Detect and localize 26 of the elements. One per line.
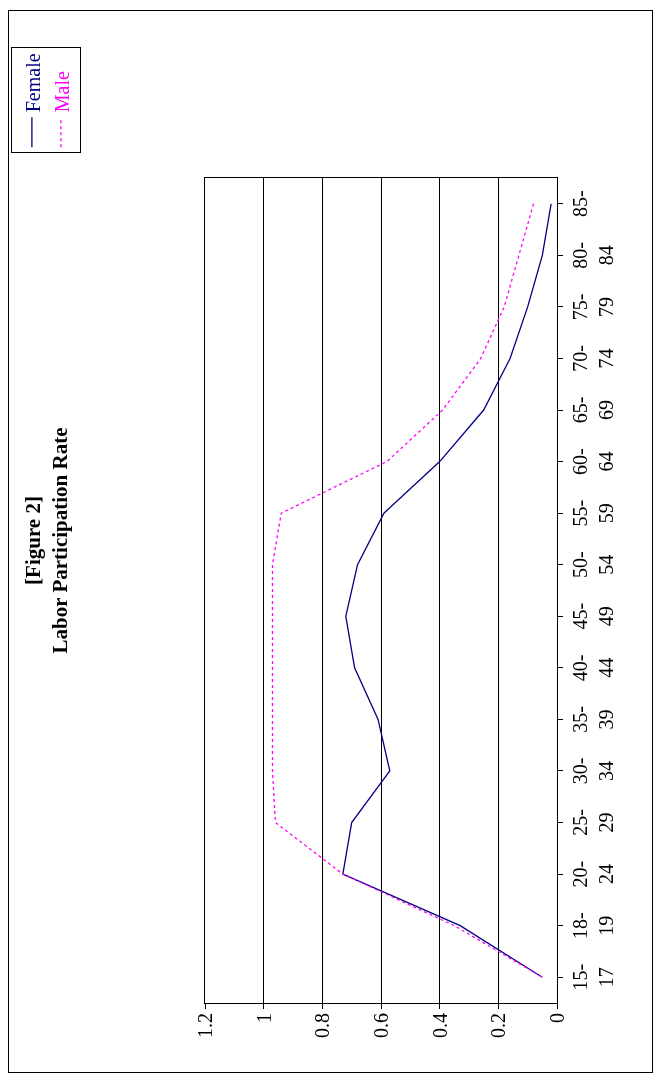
- y-tick-label: 80- 84: [569, 242, 617, 269]
- y-tick-label: 15- 17: [569, 963, 617, 991]
- y-tick-label: 60- 64: [569, 448, 617, 475]
- y-tick-label: 70- 74: [569, 345, 617, 372]
- x-tick-label: 1.2: [194, 1013, 216, 1038]
- text: Male: [50, 71, 73, 113]
- x-tick-label: 0: [546, 1013, 568, 1023]
- y-tick-label: 65- 69: [569, 396, 617, 424]
- y-tick-label: 18- 19: [569, 912, 617, 939]
- text: Female: [21, 53, 44, 113]
- y-tick-label: 35- 39: [569, 706, 617, 733]
- y-tick-label: 85-: [569, 190, 591, 218]
- x-tick-label: 0.6: [370, 1013, 392, 1038]
- y-tick-label: 25- 29: [569, 809, 617, 836]
- text: [Figure 2] Labor Participation Rate: [20, 427, 73, 654]
- x-tick-label: 1: [252, 1013, 275, 1023]
- y-tick-label: 20- 24: [569, 860, 617, 888]
- y-tick-label: 50- 54: [569, 551, 617, 579]
- x-tick-label: 0.4: [428, 1013, 451, 1038]
- y-tick-label: 30- 34: [569, 757, 617, 785]
- y-tick-label: 45- 49: [569, 602, 617, 630]
- x-tick-label: 0.8: [311, 1013, 334, 1038]
- y-tick-label: 55- 59: [569, 499, 617, 527]
- y-tick-label: 75- 79: [569, 293, 617, 321]
- y-tick-label: 40- 44: [569, 654, 617, 682]
- x-tick-label: 0.2: [487, 1013, 510, 1038]
